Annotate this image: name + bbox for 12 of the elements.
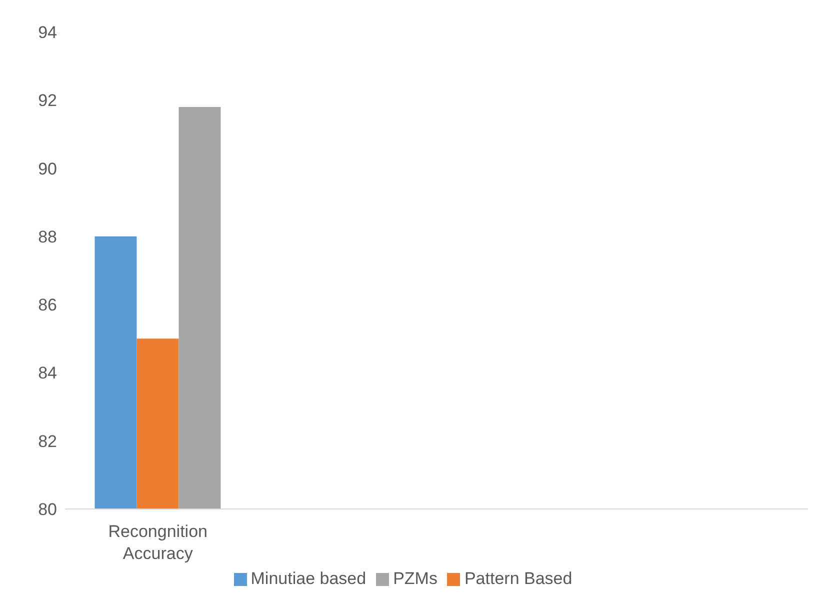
y-tick-label: 80	[38, 500, 57, 520]
y-tick-label: 90	[38, 159, 57, 178]
legend-label: PZMs	[393, 569, 438, 588]
y-tick-label: 82	[38, 432, 57, 451]
x-tick-label: Recongnition Accuracy	[108, 522, 208, 563]
y-tick-label: 88	[38, 227, 57, 246]
y-tick-label: 92	[38, 91, 57, 110]
legend-label: Minutiae based	[250, 569, 366, 588]
y-tick-label: 84	[38, 364, 57, 383]
legend-label: Pattern Based	[464, 569, 572, 588]
y-tick-label: 86	[38, 296, 57, 315]
y-tick-label: 94	[38, 23, 57, 42]
